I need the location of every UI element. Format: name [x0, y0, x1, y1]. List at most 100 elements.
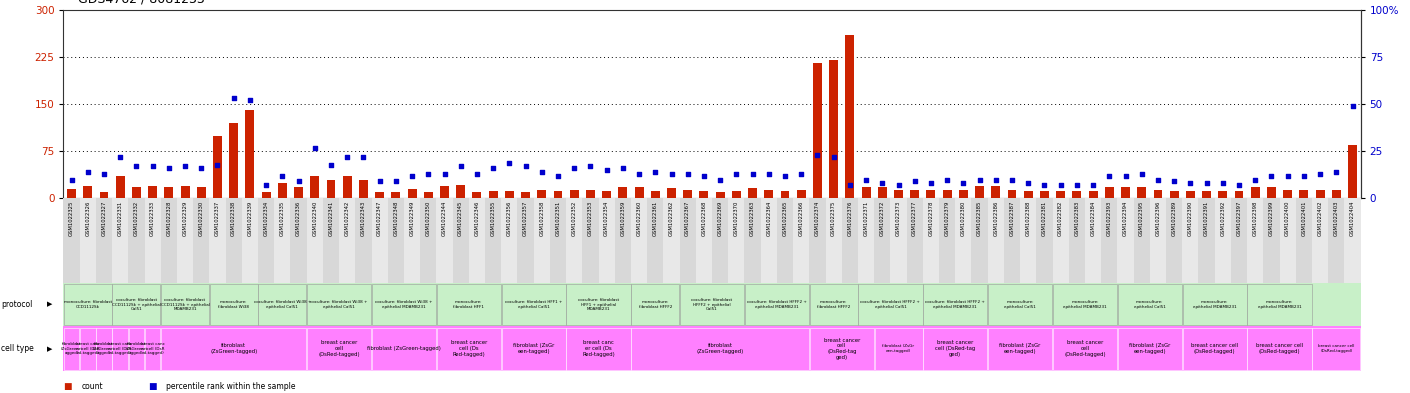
- Bar: [79, 198, 96, 283]
- Text: GSM1022333: GSM1022333: [149, 201, 155, 236]
- Text: GSM1022371: GSM1022371: [863, 201, 869, 236]
- Text: GSM1022398: GSM1022398: [1252, 201, 1258, 236]
- Bar: [1348, 145, 1356, 198]
- Bar: [144, 198, 161, 283]
- Text: GSM1022369: GSM1022369: [718, 201, 723, 236]
- Point: [774, 173, 797, 179]
- Text: GSM1022335: GSM1022335: [279, 201, 285, 236]
- Bar: [533, 198, 550, 283]
- Bar: [567, 327, 630, 370]
- Text: coculture: fibroblast HFFF2 +
epithelial MDAMB231: coculture: fibroblast HFFF2 + epithelial…: [747, 300, 807, 309]
- Text: GDS4762 / 8081233: GDS4762 / 8081233: [78, 0, 204, 6]
- Bar: [1313, 327, 1361, 370]
- Bar: [372, 198, 388, 283]
- Point: [158, 165, 180, 171]
- Bar: [403, 198, 420, 283]
- Bar: [1186, 191, 1194, 198]
- Bar: [278, 183, 286, 198]
- Bar: [907, 198, 924, 283]
- Bar: [360, 180, 368, 198]
- Bar: [1036, 198, 1052, 283]
- Text: GSM1022355: GSM1022355: [491, 201, 496, 236]
- Text: GSM1022327: GSM1022327: [102, 201, 107, 236]
- Text: monoculture:
fibroblast HFFF2: monoculture: fibroblast HFFF2: [816, 300, 850, 309]
- Text: GSM1022397: GSM1022397: [1237, 201, 1242, 236]
- Text: GSM1022329: GSM1022329: [182, 201, 188, 236]
- Text: GSM1022368: GSM1022368: [701, 201, 706, 236]
- Bar: [323, 198, 338, 283]
- Text: GSM1022374: GSM1022374: [815, 201, 821, 236]
- Bar: [1053, 284, 1117, 325]
- Text: GSM1022394: GSM1022394: [1122, 201, 1128, 236]
- Text: GSM1022341: GSM1022341: [329, 201, 334, 236]
- Point: [450, 163, 472, 169]
- Bar: [1105, 187, 1114, 198]
- Bar: [437, 327, 501, 370]
- Bar: [939, 198, 956, 283]
- Text: GSM1022383: GSM1022383: [1074, 201, 1080, 236]
- Bar: [1089, 191, 1097, 198]
- Bar: [764, 190, 773, 198]
- Bar: [522, 192, 530, 198]
- Bar: [213, 136, 221, 198]
- Bar: [100, 192, 109, 198]
- Bar: [178, 198, 193, 283]
- Point: [465, 171, 488, 177]
- Bar: [80, 327, 96, 370]
- Text: GSM1022338: GSM1022338: [231, 201, 237, 236]
- Text: GSM1022346: GSM1022346: [474, 201, 479, 236]
- Bar: [988, 198, 1004, 283]
- Bar: [128, 327, 144, 370]
- Point: [482, 165, 505, 171]
- Text: breast cancer cell
(DsRed-tagged): breast cancer cell (DsRed-tagged): [1191, 343, 1238, 354]
- Text: cell type: cell type: [1, 344, 34, 353]
- Bar: [440, 186, 448, 198]
- Text: breast cancer
cell (Ds
Red-tagged): breast cancer cell (Ds Red-tagged): [451, 340, 486, 357]
- Text: GSM1022396: GSM1022396: [1155, 201, 1160, 236]
- Bar: [437, 284, 501, 325]
- Bar: [258, 198, 274, 283]
- Bar: [1263, 198, 1280, 283]
- Bar: [1203, 191, 1211, 198]
- Bar: [245, 110, 254, 198]
- Text: GSM1022401: GSM1022401: [1301, 201, 1307, 237]
- Point: [742, 171, 764, 177]
- Bar: [502, 198, 517, 283]
- Bar: [924, 284, 987, 325]
- Text: GSM1022377: GSM1022377: [912, 201, 918, 236]
- Text: coculture: fibroblast
CCD1112Sk + epithelial
Cal51: coculture: fibroblast CCD1112Sk + epithe…: [111, 298, 161, 311]
- Point: [288, 178, 310, 185]
- Bar: [193, 198, 209, 283]
- Bar: [632, 327, 809, 370]
- Point: [807, 152, 829, 158]
- Bar: [1073, 191, 1081, 198]
- Point: [1114, 173, 1136, 179]
- Bar: [667, 188, 675, 198]
- Point: [1293, 173, 1316, 179]
- Point: [919, 180, 942, 187]
- Point: [904, 178, 926, 185]
- Bar: [956, 198, 971, 283]
- Point: [854, 176, 877, 183]
- Text: GSM1022358: GSM1022358: [539, 201, 544, 236]
- Bar: [116, 176, 124, 198]
- Point: [677, 171, 699, 177]
- Text: breast cancer cell
(DsRed-tagged): breast cancer cell (DsRed-tagged): [1256, 343, 1303, 354]
- Text: monoculture:
epithelial MDAMB231: monoculture: epithelial MDAMB231: [1063, 300, 1107, 309]
- Bar: [197, 187, 206, 198]
- Bar: [210, 284, 258, 325]
- Point: [644, 169, 667, 175]
- Text: GSM1022363: GSM1022363: [750, 201, 756, 236]
- Bar: [113, 284, 161, 325]
- Text: GSM1022352: GSM1022352: [571, 201, 577, 236]
- Bar: [424, 192, 433, 198]
- Bar: [550, 198, 567, 283]
- Bar: [829, 60, 838, 198]
- Text: GSM1022349: GSM1022349: [409, 201, 415, 236]
- Point: [725, 171, 747, 177]
- Text: GSM1022340: GSM1022340: [312, 201, 317, 236]
- Text: coculture: fibroblast
CCD1112Sk + epithelial
MDAMB231: coculture: fibroblast CCD1112Sk + epithe…: [161, 298, 210, 311]
- Text: GSM1022345: GSM1022345: [458, 201, 464, 236]
- Point: [61, 176, 83, 183]
- Bar: [587, 190, 595, 198]
